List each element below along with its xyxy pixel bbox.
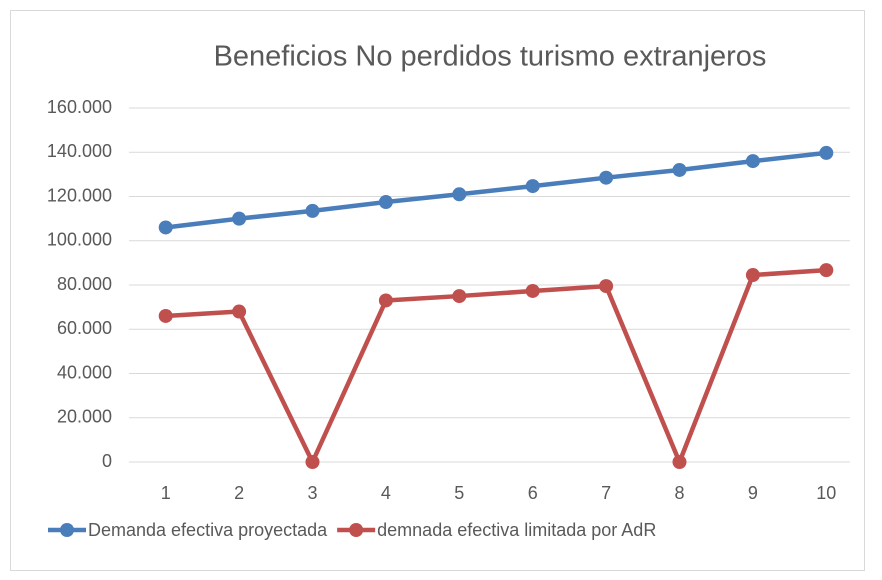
y-tick-label: 120.000 (47, 185, 112, 205)
x-tick-label: 1 (161, 483, 171, 503)
chart-title: Beneficios No perdidos turismo extranjer… (214, 41, 767, 73)
y-tick-label: 80.000 (57, 274, 112, 294)
data-point (232, 304, 247, 319)
data-point (672, 162, 687, 177)
y-tick-label: 40.000 (57, 362, 112, 382)
y-tick-label: 140.000 (47, 141, 112, 161)
data-point (305, 455, 320, 469)
data-point (378, 293, 393, 308)
data-point (232, 211, 247, 226)
data-point (158, 220, 173, 235)
data-point (525, 179, 540, 194)
data-point (452, 187, 467, 202)
data-point (158, 308, 173, 323)
data-point (525, 283, 540, 298)
legend-marker (60, 523, 74, 537)
x-tick-label: 3 (307, 483, 317, 503)
legend-marker (349, 523, 364, 537)
data-point (745, 268, 760, 283)
x-tick-label: 9 (748, 483, 758, 503)
y-tick-label: 0 (102, 451, 112, 471)
data-point (452, 289, 467, 304)
legend-label: Demanda efectiva proyectada (88, 520, 328, 540)
y-tick-label: 60.000 (57, 318, 112, 338)
series-line (165, 267, 827, 465)
x-tick-label: 4 (381, 483, 391, 503)
y-tick-label: 160.000 (47, 97, 112, 117)
data-point (819, 145, 834, 160)
data-point (599, 279, 614, 294)
x-tick-label: 2 (234, 483, 244, 503)
data-point (378, 195, 393, 210)
chart-border (10, 10, 865, 571)
x-tick-label: 10 (816, 483, 836, 503)
series-line (165, 150, 827, 230)
data-point (745, 154, 760, 169)
data-point (672, 455, 687, 469)
legend-label: demnada efectiva limitada por AdR (377, 520, 656, 540)
x-tick-label: 7 (601, 483, 611, 503)
data-point (819, 263, 834, 278)
x-tick-label: 8 (674, 483, 684, 503)
y-tick-label: 100.000 (47, 230, 112, 250)
data-point (599, 170, 614, 185)
x-tick-label: 6 (528, 483, 538, 503)
data-point (305, 203, 320, 218)
x-tick-label: 5 (454, 483, 464, 503)
y-tick-label: 20.000 (57, 407, 112, 427)
